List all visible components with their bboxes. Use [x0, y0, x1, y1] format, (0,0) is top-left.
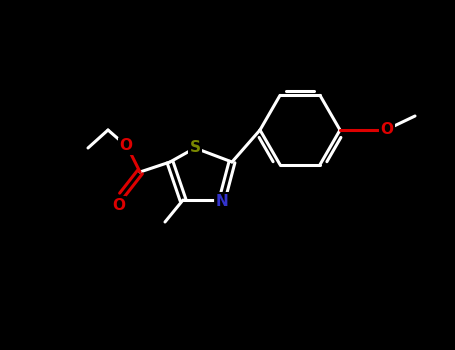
- Text: S: S: [189, 140, 201, 155]
- Text: O: O: [120, 139, 132, 154]
- Text: N: N: [216, 194, 228, 209]
- Text: O: O: [380, 122, 394, 138]
- Text: O: O: [112, 197, 126, 212]
